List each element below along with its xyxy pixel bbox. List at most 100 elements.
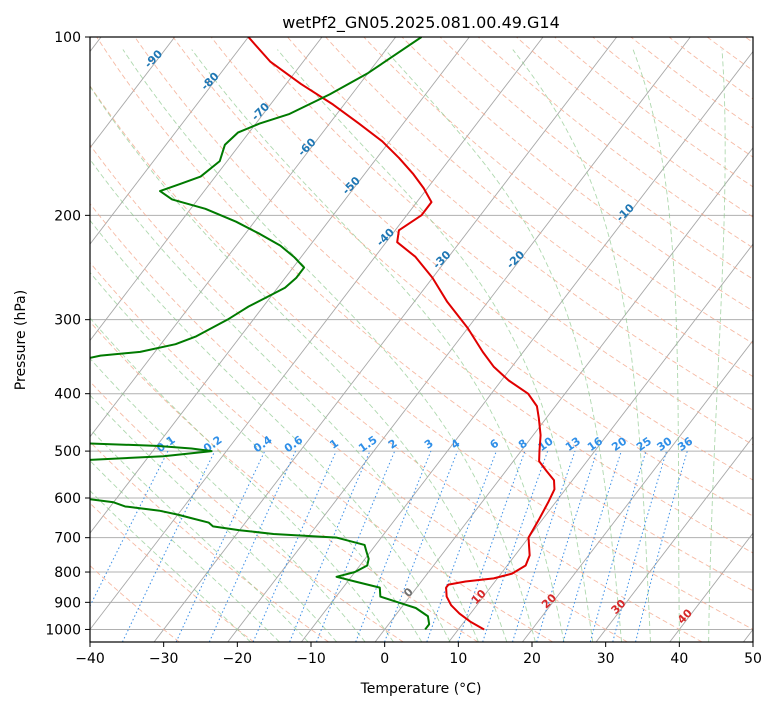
isotherm-line xyxy=(90,37,544,631)
dry-adiabat-line xyxy=(90,321,479,642)
temperature-profile-line xyxy=(247,37,556,631)
moist-adiabat-line xyxy=(90,317,394,642)
isotherm-line xyxy=(227,37,691,642)
mixing-ratio-label: 0.1 xyxy=(154,433,177,455)
dry-adiabat-line xyxy=(363,37,753,344)
moist-adiabat-line xyxy=(277,49,594,642)
mixing-ratio-label: 8 xyxy=(516,437,530,452)
isotherm-line xyxy=(743,628,753,642)
x-tick-label: 30 xyxy=(597,651,615,667)
mixing-ratio-line xyxy=(289,450,371,642)
mixing-ratio-line xyxy=(482,450,549,642)
dry-adiabat-line xyxy=(90,144,703,642)
y-tick-label: 700 xyxy=(54,531,81,547)
dry-adiabat-line xyxy=(287,37,753,411)
moist-adiabat-line xyxy=(90,460,280,642)
mixing-ratio-line xyxy=(355,450,432,642)
dewpoint-profile-line xyxy=(90,37,431,631)
mixing-ratio-line xyxy=(612,450,667,642)
dry-adiabat-line xyxy=(90,261,553,642)
isotherm-line xyxy=(669,532,753,642)
mixing-ratio-line xyxy=(589,450,647,642)
isotherm-labels: -90-80-70-60-50-40-30 -20-100 10 20 30 40 xyxy=(142,47,695,626)
y-tick-label: 400 xyxy=(54,387,81,403)
mixing-ratio-label: 0.4 xyxy=(251,433,275,455)
isotherm-line xyxy=(90,37,249,245)
x-tick-label: −40 xyxy=(75,651,105,667)
isotherm-label: 20 xyxy=(539,591,559,611)
dry-adiabat-line xyxy=(90,380,404,642)
mixing-ratio-line xyxy=(512,450,576,642)
isotherm-line xyxy=(448,243,753,642)
isotherm-line xyxy=(90,37,397,438)
mixing-ratio-line xyxy=(121,450,216,642)
isotherm-label: -20 xyxy=(504,248,527,271)
dry-adiabat-line xyxy=(248,37,753,446)
dry-adiabat-line xyxy=(668,37,753,100)
moist-adiabat-line xyxy=(90,490,251,642)
mixing-ratio-label: 0.6 xyxy=(282,433,306,455)
mixing-ratio-line xyxy=(562,450,622,642)
x-tick-label: 20 xyxy=(523,651,541,667)
x-tick-label: −30 xyxy=(149,651,179,667)
y-tick-label: 300 xyxy=(54,313,81,329)
moist-adiabat-line xyxy=(90,85,508,642)
isotherm-line xyxy=(522,339,753,642)
dry-adiabat-line xyxy=(90,85,753,630)
dry-adiabat-line xyxy=(325,37,753,378)
isotherm-label: -10 xyxy=(614,201,637,224)
mixing-ratio-label: 6 xyxy=(488,437,502,452)
mixing-ratio-label: 3 xyxy=(422,437,436,452)
isotherm-label: 40 xyxy=(675,606,695,626)
dry-adiabat-line xyxy=(172,37,753,517)
moist-adiabat-line xyxy=(512,49,651,642)
moist-adiabat-line xyxy=(90,158,479,642)
dry-adiabat-line xyxy=(439,37,753,280)
isotherm-line xyxy=(595,436,753,642)
dry-adiabat-line xyxy=(210,37,753,481)
moist-adiabat-line xyxy=(90,428,309,642)
x-tick-label: −10 xyxy=(296,651,326,667)
dry-adiabat-line xyxy=(592,37,753,158)
moist-adiabat-line xyxy=(384,49,623,642)
y-tick-label: 800 xyxy=(54,565,81,581)
mixing-ratio-line xyxy=(635,450,688,642)
isotherm-line xyxy=(90,37,176,149)
mixing-ratio-label: 2 xyxy=(386,437,400,452)
y-tick-label: 200 xyxy=(54,208,81,224)
mixing-ratio-line xyxy=(90,450,169,608)
mixing-ratio-label: 1.5 xyxy=(356,433,379,455)
mixing-ratio-line xyxy=(457,450,526,642)
isotherm-label: -90 xyxy=(142,47,165,70)
moist-adiabat-line xyxy=(191,49,565,642)
x-tick-label: 50 xyxy=(744,651,762,667)
mixing-ratio-line xyxy=(252,450,337,642)
dry-adiabat-line xyxy=(90,203,628,642)
isotherm-line xyxy=(374,147,753,642)
isotherm-line xyxy=(90,37,470,534)
y-tick-label: 600 xyxy=(54,491,81,507)
isotherm-label: -80 xyxy=(198,70,221,93)
x-tick-label: 40 xyxy=(670,651,688,667)
isotherm-label: 30 xyxy=(609,597,629,617)
y-tick-label: 500 xyxy=(54,444,81,460)
x-axis-label: Temperature (°C) xyxy=(360,681,482,697)
moist-adiabat-line xyxy=(632,49,680,642)
dry-adiabat-line xyxy=(745,37,753,44)
moist-adiabat-line xyxy=(90,357,366,642)
mixing-ratio-line xyxy=(536,450,598,642)
y-tick-label: 1000 xyxy=(45,622,81,638)
mixing-ratio-line xyxy=(384,450,458,642)
isotherm-line xyxy=(153,37,618,642)
plot-frame xyxy=(89,36,754,643)
isotherm-label: 0 xyxy=(401,585,416,600)
mixing-ratio-line xyxy=(208,450,297,642)
dry-adiabat-line xyxy=(96,37,753,592)
y-tick-label: 900 xyxy=(54,595,81,611)
mixing-ratio-line xyxy=(426,450,497,642)
x-tick-label: −20 xyxy=(223,651,253,667)
isotherm-line xyxy=(301,50,753,642)
chart-title: wetPf2_GN05.2025.081.00.49.G14 xyxy=(282,13,560,33)
isotherm-label: -30 xyxy=(430,248,453,271)
